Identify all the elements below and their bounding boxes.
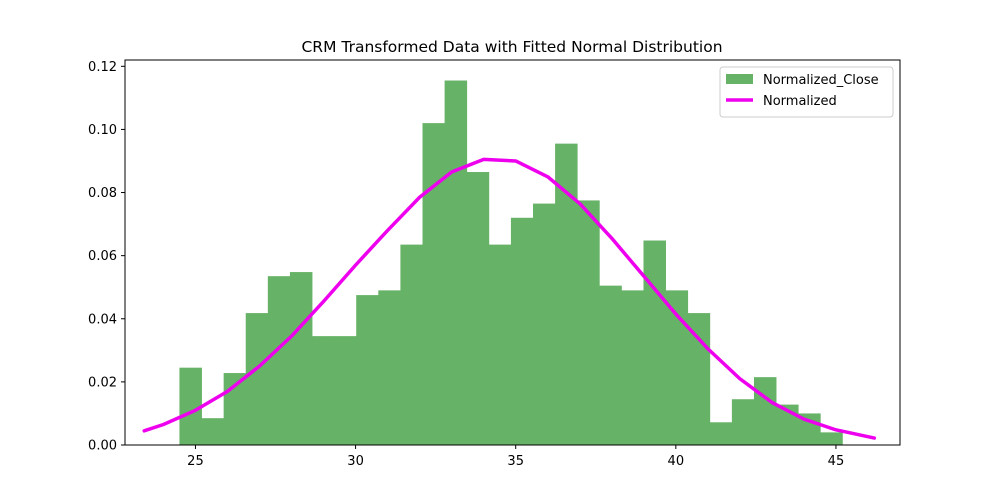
histogram-bar [334, 336, 357, 445]
histogram-bar [245, 313, 269, 445]
histogram-bar [533, 203, 556, 445]
y-tick-label: 0.08 [88, 186, 117, 201]
chart-title: CRM Transformed Data with Fitted Normal … [301, 38, 722, 56]
fitted-normal-curve [142, 157, 877, 440]
histogram-bar [356, 295, 379, 445]
histogram-bar [820, 432, 843, 445]
legend-swatch-normalized-close [726, 74, 753, 84]
histogram-bar [201, 418, 225, 445]
histogram-bar [643, 240, 666, 445]
histogram-bar [488, 244, 512, 445]
x-axis: 25 30 35 40 45 [187, 445, 844, 469]
x-tick-label: 40 [668, 454, 685, 469]
histogram-bar [466, 172, 490, 445]
y-tick-label: 0.10 [88, 123, 117, 138]
histogram-bar [289, 272, 313, 445]
histogram-bar [312, 336, 335, 445]
histogram-bar [753, 377, 777, 445]
y-tick-label: 0.06 [88, 249, 117, 264]
x-tick-label: 35 [507, 454, 524, 469]
histogram-bar [709, 422, 733, 445]
x-tick-label: 25 [187, 454, 204, 469]
plot-frame [124, 59, 901, 446]
y-tick-label: 0.12 [88, 60, 117, 75]
y-tick-label: 0.00 [88, 439, 117, 454]
legend-label: Normalized [763, 94, 837, 109]
histogram-bar [444, 80, 468, 445]
legend: Normalized_Close Normalized [719, 66, 894, 118]
histogram-bar [555, 143, 578, 445]
x-tick-label: 30 [347, 454, 364, 469]
histogram-bar [577, 200, 600, 445]
y-axis: 0.00 0.02 0.04 0.06 0.08 0.10 0.12 [88, 60, 125, 454]
histogram-bar [599, 285, 622, 445]
histogram-bar [621, 290, 644, 445]
histogram-bar [179, 367, 202, 445]
histogram-bar [665, 290, 689, 445]
fitted-curve-layer [142, 157, 877, 440]
histogram-bar [378, 290, 401, 445]
y-tick-label: 0.04 [88, 312, 117, 327]
legend-label: Normalized_Close [763, 73, 879, 88]
histogram-bars [179, 80, 843, 446]
histogram-bar [422, 123, 446, 446]
histogram-bar [510, 217, 534, 445]
y-tick-label: 0.02 [88, 375, 117, 390]
histogram-bar [400, 244, 423, 445]
x-tick-label: 45 [828, 454, 845, 469]
histogram-bar [731, 399, 755, 445]
histogram-bar [267, 276, 291, 445]
legend-box [719, 66, 894, 118]
